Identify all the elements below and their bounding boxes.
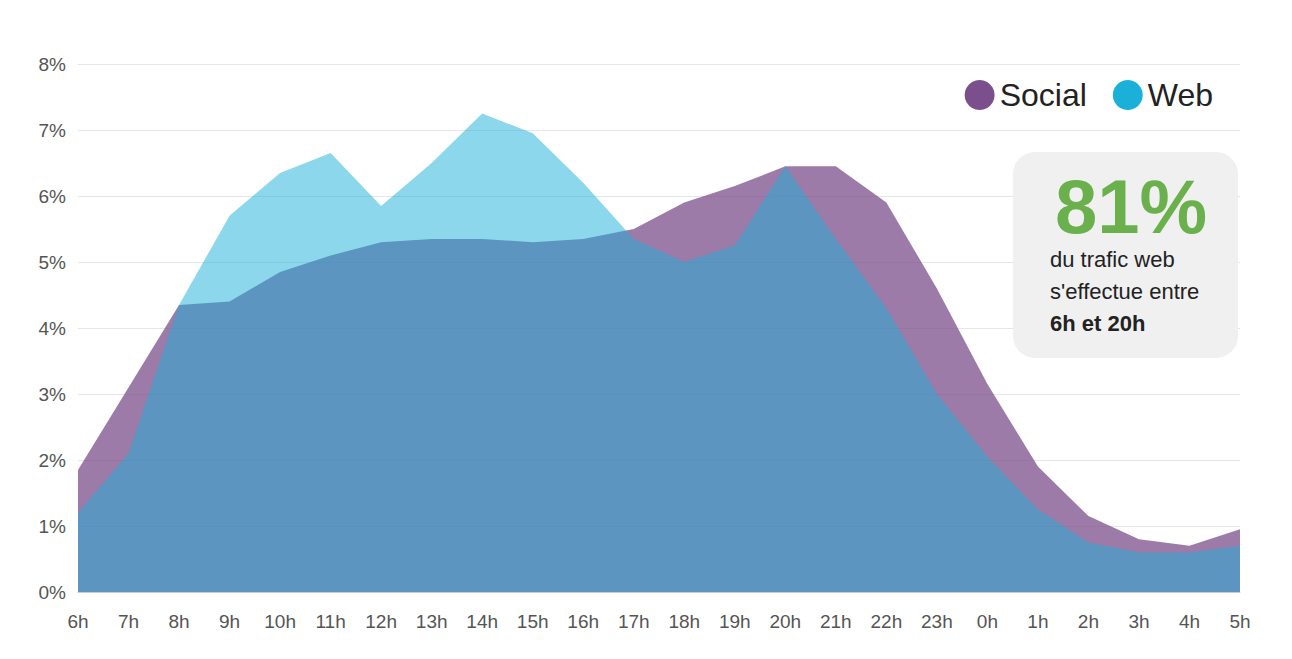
svg-text:12h: 12h xyxy=(365,611,397,632)
svg-text:15h: 15h xyxy=(517,611,549,632)
svg-text:11h: 11h xyxy=(315,611,345,632)
svg-text:22h: 22h xyxy=(870,611,902,632)
svg-text:8h: 8h xyxy=(168,611,189,632)
svg-text:5h: 5h xyxy=(1229,611,1250,632)
svg-text:du trafic web: du trafic web xyxy=(1050,247,1175,272)
svg-text:21h: 21h xyxy=(820,611,852,632)
svg-text:14h: 14h xyxy=(466,611,498,632)
svg-text:8%: 8% xyxy=(39,54,67,75)
svg-text:4%: 4% xyxy=(39,318,67,339)
svg-text:6h et 20h: 6h et 20h xyxy=(1050,311,1145,336)
svg-text:5%: 5% xyxy=(39,252,67,273)
svg-text:81%: 81% xyxy=(1055,164,1207,249)
svg-text:6%: 6% xyxy=(39,186,67,207)
svg-text:1%: 1% xyxy=(39,516,67,537)
svg-text:13h: 13h xyxy=(416,611,448,632)
svg-text:3h: 3h xyxy=(1128,611,1149,632)
svg-text:18h: 18h xyxy=(668,611,700,632)
svg-text:Web: Web xyxy=(1148,77,1213,113)
svg-text:2h: 2h xyxy=(1078,611,1099,632)
svg-text:0h: 0h xyxy=(977,611,998,632)
svg-text:19h: 19h xyxy=(719,611,751,632)
svg-text:20h: 20h xyxy=(769,611,801,632)
svg-text:6h: 6h xyxy=(67,611,88,632)
svg-text:3%: 3% xyxy=(39,384,67,405)
svg-text:7%: 7% xyxy=(39,120,67,141)
svg-text:23h: 23h xyxy=(921,611,953,632)
svg-text:16h: 16h xyxy=(567,611,599,632)
svg-text:17h: 17h xyxy=(618,611,650,632)
svg-text:4h: 4h xyxy=(1179,611,1200,632)
svg-text:2%: 2% xyxy=(39,450,67,471)
svg-text:7h: 7h xyxy=(118,611,139,632)
svg-text:10h: 10h xyxy=(264,611,296,632)
svg-text:0%: 0% xyxy=(39,582,67,603)
svg-text:s'effectue entre: s'effectue entre xyxy=(1050,279,1199,304)
svg-text:1h: 1h xyxy=(1027,611,1048,632)
svg-text:Social: Social xyxy=(1000,77,1087,113)
svg-text:9h: 9h xyxy=(219,611,240,632)
